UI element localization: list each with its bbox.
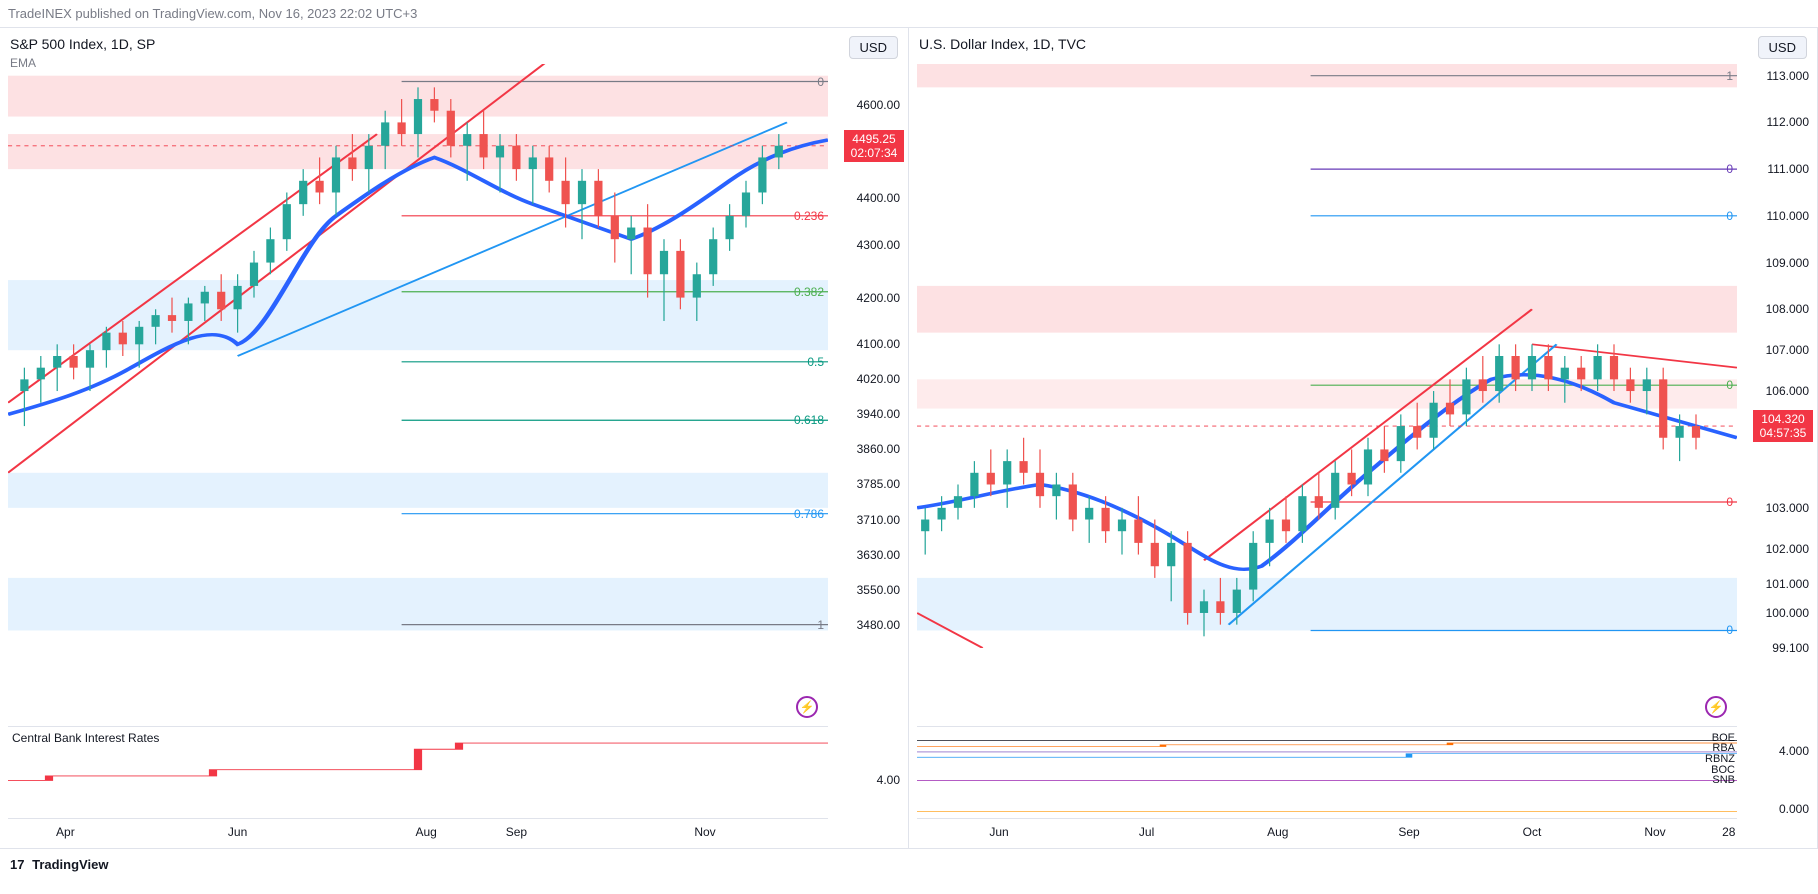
fib-label: 0 xyxy=(1726,623,1733,637)
header-text: TradeINEX published on TradingView.com, … xyxy=(8,6,417,21)
price-tick: 4400.00 xyxy=(857,191,900,205)
time-tick: Oct xyxy=(1523,825,1542,839)
price-tick: 4020.00 xyxy=(857,372,900,386)
price-tick: 111.000 xyxy=(1767,162,1809,176)
right-chart-title: U.S. Dollar Index, 1D, TVC xyxy=(919,36,1086,52)
price-tick: 103.000 xyxy=(1766,501,1809,515)
right-ind-tick2: 0.000 xyxy=(1779,802,1809,816)
price-tick: 4100.00 xyxy=(857,337,900,351)
right-chart-main[interactable]: 1 0 0 0 0 0 xyxy=(917,64,1737,648)
fib-label: 0 xyxy=(817,75,824,89)
price-tick: 4300.00 xyxy=(857,238,900,252)
price-tick: 106.000 xyxy=(1766,384,1809,398)
time-tick: Jun xyxy=(228,825,247,839)
price-tick: 4200.00 xyxy=(857,291,900,305)
time-tick: Jul xyxy=(1139,825,1154,839)
time-tick: Jun xyxy=(989,825,1008,839)
fib-label: 0.236 xyxy=(794,209,824,223)
left-ind-tick: 4.00 xyxy=(877,773,900,787)
right-ind-tick1: 4.000 xyxy=(1779,744,1809,758)
price-tick: 3710.00 xyxy=(857,513,900,527)
left-price-badge: 4495.25 02:07:34 xyxy=(844,130,904,162)
price-tick: 107.000 xyxy=(1766,343,1809,357)
page-footer: 17 TradingView xyxy=(0,848,1818,880)
price-tick: 3630.00 xyxy=(857,548,900,562)
price-tick: 110.000 xyxy=(1767,209,1810,223)
fib-label: 1 xyxy=(1726,69,1733,83)
time-tick: Sep xyxy=(506,825,527,839)
bolt-icon[interactable]: ⚡ xyxy=(1705,696,1727,718)
left-price-value: 4495.25 xyxy=(850,132,898,146)
fib-label: 0.382 xyxy=(794,285,824,299)
right-price-badge: 104.320 04:57:35 xyxy=(1753,410,1813,442)
charts-container: S&P 500 Index, 1D, SP EMA USD 0 0.236 0.38… xyxy=(0,28,1818,848)
price-tick: 113.000 xyxy=(1767,69,1810,83)
price-tick: 3860.00 xyxy=(857,442,900,456)
price-tick: 102.000 xyxy=(1766,542,1809,556)
fib-label: 1 xyxy=(817,618,824,632)
right-price-axis: 113.000 112.000 111.000 110.000 109.000 108.0… xyxy=(1737,64,1817,648)
price-tick: 101.000 xyxy=(1766,577,1809,591)
left-indicator-title: Central Bank Interest Rates xyxy=(12,731,159,745)
fib-label: 0 xyxy=(1726,495,1733,509)
tradingview-logo-icon: 17 xyxy=(10,857,24,872)
price-tick: 3550.00 xyxy=(857,583,900,597)
footer-text: TradingView xyxy=(32,857,108,872)
left-currency-badge[interactable]: USD xyxy=(849,36,898,59)
fib-label: 0.618 xyxy=(794,413,824,427)
price-tick: 112.000 xyxy=(1767,115,1810,129)
price-tick: 108.000 xyxy=(1766,302,1809,316)
right-indicator-panel[interactable]: BOERBARBNZBOCSNB xyxy=(917,726,1737,816)
fib-label: 0 xyxy=(1726,162,1733,176)
price-tick: 109.000 xyxy=(1766,256,1809,270)
time-tick: Aug xyxy=(416,825,437,839)
price-tick: 3940.00 xyxy=(857,407,900,421)
left-chart-panel[interactable]: S&P 500 Index, 1D, SP EMA USD 0 0.236 0.38… xyxy=(0,28,909,848)
left-indicator-axis: 4.00 xyxy=(828,726,908,816)
time-tick: 28 xyxy=(1722,825,1735,839)
left-chart-ema-label: EMA xyxy=(10,56,36,70)
left-price-axis: 4600.00 4400.00 4300.00 4200.00 4100.00 4020.… xyxy=(828,64,908,648)
time-tick: Sep xyxy=(1398,825,1419,839)
left-chart-title: S&P 500 Index, 1D, SP xyxy=(10,36,155,52)
fib-label: 0.5 xyxy=(807,355,824,369)
right-indicator-axis: 4.000 0.000 xyxy=(1737,726,1817,816)
page-header: TradeINEX published on TradingView.com, … xyxy=(0,0,1818,28)
price-tick: 4600.00 xyxy=(857,98,900,112)
time-tick: Nov xyxy=(694,825,715,839)
right-chart-panel[interactable]: U.S. Dollar Index, 1D, TVC USD 1 0 0 0 0 0 xyxy=(909,28,1818,848)
time-tick: Nov xyxy=(1644,825,1665,839)
price-tick: 3785.00 xyxy=(857,477,900,491)
price-tick: 3480.00 xyxy=(857,618,900,632)
fib-label: 0.786 xyxy=(794,507,824,521)
fib-label: 0 xyxy=(1726,378,1733,392)
fib-label: 0 xyxy=(1726,209,1733,223)
rate-label: SNB xyxy=(1712,774,1735,786)
left-time-axis: Apr Jun Aug Sep Nov xyxy=(8,818,828,848)
left-indicator-panel[interactable]: Central Bank Interest Rates xyxy=(8,726,828,816)
right-time-axis: Jun Jul Aug Sep Oct Nov 28 xyxy=(917,818,1737,848)
time-tick: Aug xyxy=(1267,825,1288,839)
right-price-countdown: 04:57:35 xyxy=(1759,426,1807,440)
time-tick: Apr xyxy=(56,825,75,839)
bolt-icon[interactable]: ⚡ xyxy=(796,696,818,718)
price-tick: 99.100 xyxy=(1772,641,1809,655)
left-chart-main[interactable]: 0 0.236 0.382 0.5 0.618 0.786 1 xyxy=(8,64,828,648)
right-price-value: 104.320 xyxy=(1759,412,1807,426)
right-currency-badge[interactable]: USD xyxy=(1758,36,1807,59)
left-price-countdown: 02:07:34 xyxy=(850,146,898,160)
price-tick: 100.000 xyxy=(1766,606,1809,620)
